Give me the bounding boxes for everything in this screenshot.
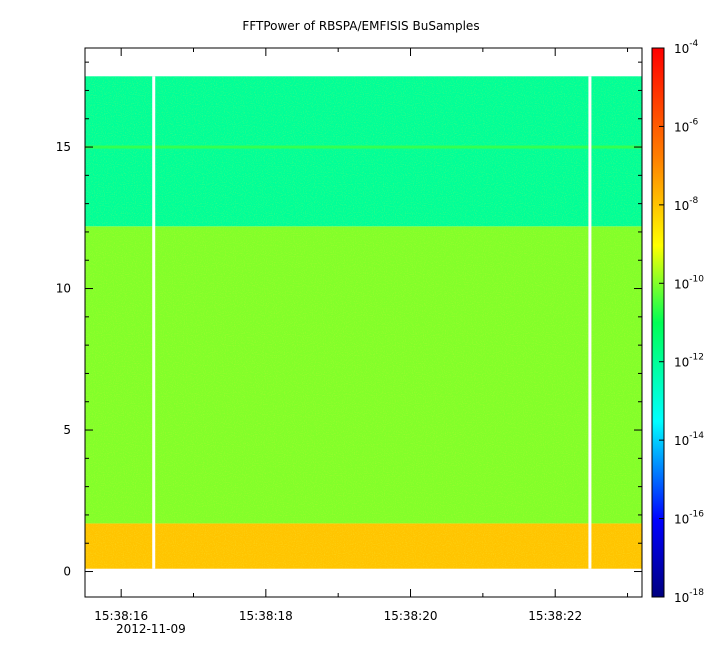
y-tick-label-0: 0 bbox=[63, 565, 71, 579]
y-tick-label-2: 10 bbox=[56, 282, 71, 296]
colorbar-tick-label-1: 10-6 bbox=[674, 117, 699, 134]
spectral-line-0 bbox=[85, 145, 642, 149]
plot-area bbox=[84, 47, 643, 598]
y-tick-label-1: 5 bbox=[63, 423, 71, 437]
colorbar-tick-label-7: 10-18 bbox=[674, 588, 704, 605]
x-axis: 15:38:16 15:38:18 15:38:20 15:38:22 bbox=[94, 48, 629, 623]
x-tick-label-3: 15:38:22 bbox=[528, 609, 582, 623]
spectrogram-texture-2 bbox=[85, 76, 642, 227]
x-tick-label-2: 15:38:20 bbox=[384, 609, 438, 623]
colorbar-tick-label-4: 10-12 bbox=[674, 353, 704, 370]
x-tick-label-1: 15:38:18 bbox=[239, 609, 293, 623]
spectrogram-texture-1 bbox=[85, 226, 642, 524]
data-gap-0 bbox=[152, 76, 156, 569]
x-tick-label-0: 15:38:16 bbox=[94, 609, 148, 623]
chart-title: FFTPower of RBSPA/EMFISIS BuSamples bbox=[242, 19, 479, 33]
colorbar-tick-label-0: 10-4 bbox=[674, 39, 699, 56]
y-axis: 0 5 10 15 bbox=[56, 61, 642, 579]
colorbar-tick-label-5: 10-14 bbox=[674, 431, 704, 448]
spectrogram-texture-0 bbox=[85, 523, 642, 569]
colorbar: 10-4 10-6 10-8 10-10 10-12 10-14 10-16 10-18 bbox=[651, 39, 704, 605]
x-date-label: 2012-11-09 bbox=[116, 622, 186, 636]
colorbar-tick-label-2: 10-8 bbox=[674, 196, 699, 213]
colorbar-gradient bbox=[651, 47, 665, 598]
y-tick-label-3: 15 bbox=[56, 140, 71, 154]
plot-frame bbox=[84, 47, 643, 598]
colorbar-tick-label-6: 10-16 bbox=[674, 510, 704, 527]
data-gap-1 bbox=[588, 76, 592, 569]
colorbar-tick-label-3: 10-10 bbox=[674, 274, 704, 291]
